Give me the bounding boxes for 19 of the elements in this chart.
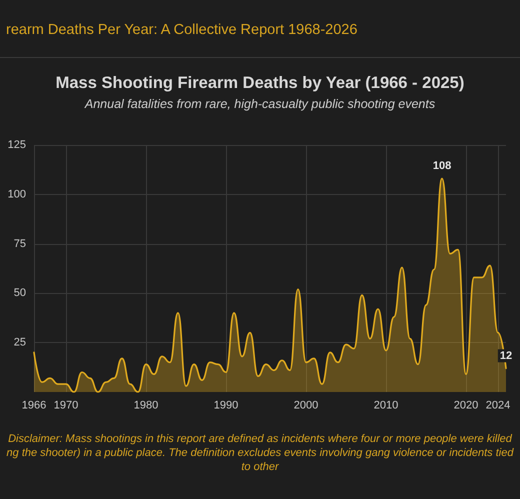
text: rearm Deaths Per Year: A Collective Report 1968-2026 <box>6 22 358 38</box>
x-tick-label: 1966 <box>22 400 46 412</box>
y-tick-label: 50 <box>14 287 26 300</box>
y-tick-label: 125 <box>8 139 26 151</box>
text: Disclaimer: Mass shootings in this report are defined as incidents where four or more people were killed ng the shooter) in a public place. The definition excludes events involving gang violence or incidents tied to other <box>6 432 514 474</box>
data-label: 12 <box>500 350 512 362</box>
x-tick-label: 1980 <box>134 400 158 412</box>
x-tick-label: 1990 <box>214 400 238 412</box>
data-label: 108 <box>432 160 452 172</box>
y-tick-label: 75 <box>14 238 26 250</box>
x-tick-label: 1970 <box>54 400 78 412</box>
x-tick-label: 2020 <box>454 400 478 412</box>
y-tick-label: 100 <box>8 188 26 200</box>
chart-subtitle: Annual fatalities from rare, high-casualty public shooting events <box>83 97 436 111</box>
x-tick-label: 2010 <box>374 400 398 412</box>
y-tick-label: 25 <box>14 336 26 349</box>
x-tick-label: 2000 <box>294 400 318 412</box>
x-tick-label: 2024 <box>486 400 510 412</box>
chart-title: Mass Shooting Firearm Deaths by Year (1966 - 2025) <box>54 74 466 93</box>
